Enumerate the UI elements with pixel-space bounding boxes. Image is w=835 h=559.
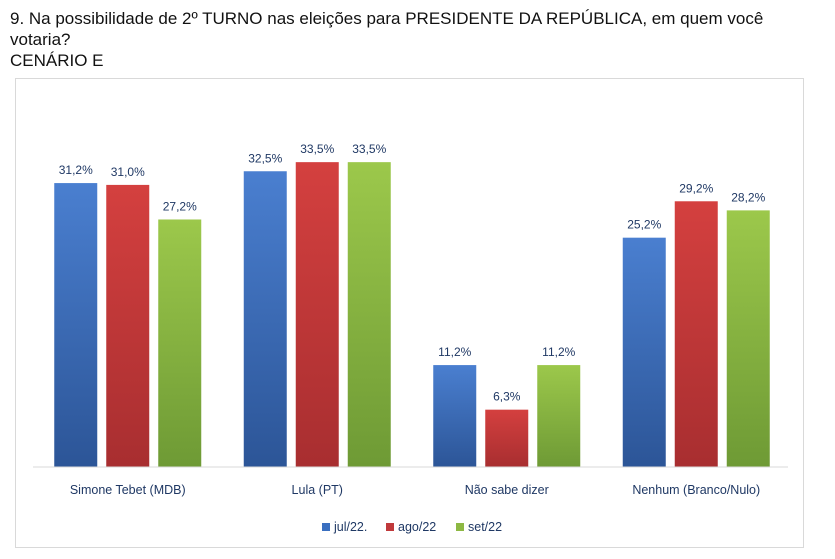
chart-title-line-1: 9. Na possibilidade de 2º TURNO nas elei… [10, 9, 764, 49]
chart-title: 9. Na possibilidade de 2º TURNO nas elei… [10, 8, 825, 71]
category-label-2: Não sabe dizer [465, 483, 549, 497]
data-label-1-1: 33,5% [300, 142, 334, 156]
bar-0-1 [243, 171, 287, 467]
data-label-1-3: 29,2% [679, 181, 713, 195]
bar-0-3 [622, 237, 666, 467]
data-label-2-2: 11,2% [542, 345, 575, 359]
legend-swatch-0 [322, 523, 330, 531]
category-label-0: Simone Tebet (MDB) [70, 483, 186, 497]
data-label-0-0: 31,2% [59, 163, 93, 177]
bar-1-3 [674, 201, 718, 467]
data-label-0-3: 25,2% [627, 218, 661, 232]
data-label-2-3: 28,2% [731, 190, 765, 204]
bar-1-1 [295, 162, 339, 467]
legend-label-1: ago/22 [398, 520, 436, 534]
bar-2-2 [537, 365, 581, 467]
category-label-3: Nenhum (Branco/Nulo) [632, 483, 760, 497]
data-label-0-1: 32,5% [248, 151, 282, 165]
bar-0-0 [54, 183, 98, 467]
data-label-2-1: 33,5% [352, 142, 386, 156]
data-label-2-0: 27,2% [163, 199, 197, 213]
category-label-1: Lula (PT) [292, 483, 343, 497]
bar-2-3 [726, 210, 770, 467]
bar-1-0 [106, 184, 150, 467]
bar-2-1 [347, 162, 391, 467]
chart-title-line-2: CENÁRIO E [10, 51, 104, 70]
legend-label-0: jul/22. [333, 520, 367, 534]
data-label-0-2: 11,2% [438, 345, 471, 359]
legend-label-2: set/22 [468, 520, 502, 534]
data-label-1-2: 6,3% [493, 390, 521, 404]
bar-2-0 [158, 219, 202, 467]
bar-0-2 [433, 365, 477, 467]
bar-1-2 [485, 409, 529, 467]
data-label-1-0: 31,0% [111, 165, 145, 179]
legend-swatch-2 [456, 523, 464, 531]
legend-swatch-1 [386, 523, 394, 531]
